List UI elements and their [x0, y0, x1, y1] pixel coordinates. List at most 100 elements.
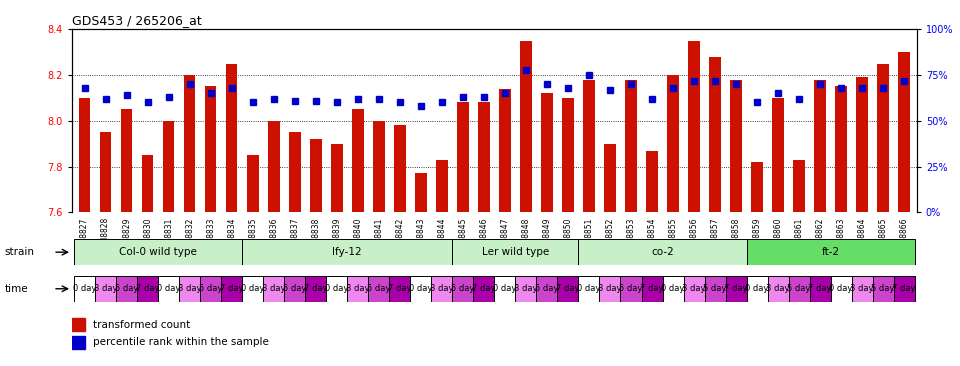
Bar [326, 276, 348, 302]
Text: 5 day: 5 day [283, 284, 306, 293]
Bar [116, 276, 137, 302]
Text: 5 day: 5 day [451, 284, 474, 293]
Text: strain: strain [5, 247, 35, 257]
Bar [877, 64, 889, 212]
Bar [242, 276, 263, 302]
Bar [95, 276, 116, 302]
Bar [516, 276, 537, 302]
Bar [579, 239, 747, 265]
Bar [289, 132, 300, 212]
Text: 0 day: 0 day [409, 284, 433, 293]
Bar [773, 98, 784, 212]
Bar [180, 276, 201, 302]
Bar [830, 276, 852, 302]
Bar [604, 143, 615, 212]
Text: 0 day: 0 day [325, 284, 348, 293]
Text: 0 day: 0 day [577, 284, 601, 293]
Text: 7 day: 7 day [388, 284, 412, 293]
Text: 0 day: 0 day [241, 284, 264, 293]
Text: 3 day: 3 day [766, 284, 790, 293]
Bar [263, 276, 284, 302]
Text: 0 day: 0 day [157, 284, 180, 293]
Bar [541, 93, 553, 212]
Text: co-2: co-2 [651, 247, 674, 257]
Bar [121, 109, 132, 212]
Text: 0 day: 0 day [661, 284, 684, 293]
Bar [747, 276, 768, 302]
Bar [137, 276, 158, 302]
Bar [473, 276, 494, 302]
Bar [662, 276, 684, 302]
Bar [158, 276, 180, 302]
Bar [74, 239, 242, 265]
Text: 5 day: 5 day [115, 284, 138, 293]
Bar [726, 276, 747, 302]
Bar [709, 57, 721, 212]
Bar [242, 239, 452, 265]
Bar [684, 276, 705, 302]
Text: 7 day: 7 day [304, 284, 327, 293]
Bar [625, 80, 636, 212]
Bar [310, 139, 322, 212]
Bar [436, 160, 447, 212]
Bar [478, 102, 490, 212]
Text: 3 day: 3 day [346, 284, 370, 293]
Bar [348, 276, 369, 302]
Text: 5 day: 5 day [787, 284, 811, 293]
Bar [352, 109, 364, 212]
Text: ft-2: ft-2 [822, 247, 840, 257]
Bar [79, 98, 90, 212]
Bar [452, 239, 579, 265]
Bar [431, 276, 452, 302]
Text: 3 day: 3 day [94, 284, 117, 293]
Bar [415, 173, 426, 212]
Bar [72, 318, 85, 331]
Bar [390, 276, 410, 302]
Text: 7 day: 7 day [893, 284, 916, 293]
Text: Ler wild type: Ler wild type [482, 247, 549, 257]
Bar [894, 276, 915, 302]
Text: 3 day: 3 day [598, 284, 622, 293]
Text: 3 day: 3 day [515, 284, 538, 293]
Text: transformed count: transformed count [93, 320, 190, 330]
Text: 0 day: 0 day [493, 284, 516, 293]
Text: 7 day: 7 day [725, 284, 748, 293]
Bar [579, 276, 599, 302]
Bar [641, 276, 662, 302]
Bar [747, 239, 915, 265]
Text: 7 day: 7 day [220, 284, 244, 293]
Bar [856, 77, 868, 212]
Bar [852, 276, 873, 302]
Bar [394, 125, 406, 212]
Text: 3 day: 3 day [683, 284, 706, 293]
Bar [667, 75, 679, 212]
Text: 0 day: 0 day [745, 284, 769, 293]
Bar [899, 52, 910, 212]
Bar [705, 276, 726, 302]
Bar [72, 336, 85, 348]
Bar [284, 276, 305, 302]
Text: lfy-12: lfy-12 [332, 247, 362, 257]
Text: 0 day: 0 day [829, 284, 852, 293]
Bar [499, 89, 511, 212]
Bar [835, 86, 847, 212]
Bar [688, 41, 700, 212]
Bar [373, 121, 385, 212]
Bar [163, 121, 175, 212]
Bar [100, 132, 111, 212]
Text: 5 day: 5 day [872, 284, 895, 293]
Bar [305, 276, 326, 302]
Bar [788, 276, 809, 302]
Bar [226, 64, 237, 212]
Text: 0 day: 0 day [73, 284, 96, 293]
Text: 7 day: 7 day [472, 284, 495, 293]
Text: 3 day: 3 day [262, 284, 285, 293]
Bar [563, 98, 574, 212]
Text: 3 day: 3 day [178, 284, 202, 293]
Bar [457, 102, 468, 212]
Text: 7 day: 7 day [808, 284, 832, 293]
Bar [221, 276, 242, 302]
Text: GDS453 / 265206_at: GDS453 / 265206_at [72, 14, 202, 27]
Bar [583, 80, 595, 212]
Bar [620, 276, 641, 302]
